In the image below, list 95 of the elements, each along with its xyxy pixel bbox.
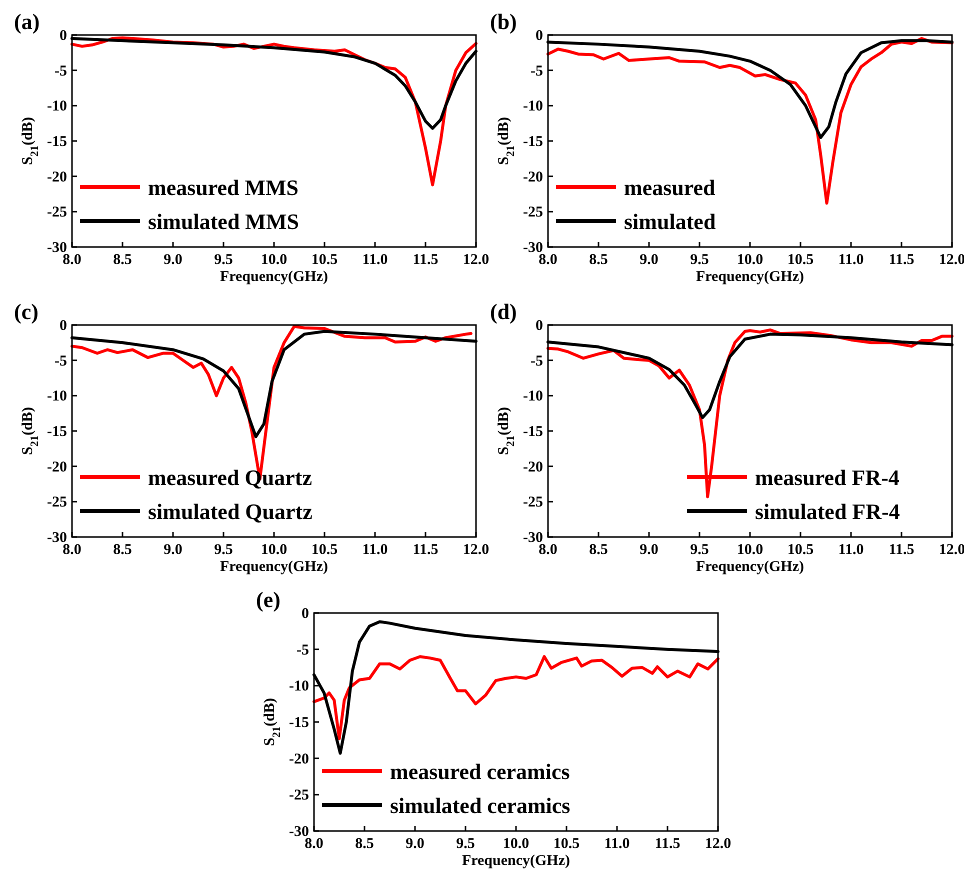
legend-label: measured: [624, 175, 716, 200]
y-tick-label: -20: [47, 169, 67, 186]
x-tick-label: 9.0: [164, 252, 182, 268]
x-tick-label: 10.5: [787, 542, 814, 558]
y-tick-label: -15: [47, 424, 67, 440]
x-tick-label: 9.5: [214, 542, 233, 558]
y-tick-label: -10: [289, 678, 309, 695]
legend-label: simulated MMS: [148, 209, 299, 234]
legend-label: measured FR-4: [755, 465, 900, 490]
x-tick-label: 9.0: [640, 252, 658, 268]
line-series: [312, 655, 720, 740]
x-tick-label: 11.5: [412, 542, 438, 558]
chart-title: (e): [256, 587, 280, 612]
line-series: [546, 37, 954, 205]
y-tick-label: -15: [47, 134, 67, 150]
y-tick-label: -25: [289, 788, 309, 804]
x-tick-label: 9.0: [164, 542, 182, 558]
y-tick-label: -10: [523, 388, 543, 405]
y-tick-label: -5: [296, 642, 309, 658]
x-tick-label: 9.5: [214, 252, 233, 268]
x-tick-label: 8.5: [113, 252, 132, 268]
y-tick-label: -20: [523, 169, 543, 186]
x-tick-label: 10.5: [787, 252, 814, 268]
x-tick-label: 8.5: [355, 836, 374, 852]
x-tick-label: 8.0: [538, 252, 558, 268]
legend-label: measured ceramics: [390, 759, 570, 784]
chart-title: (c): [14, 299, 38, 324]
y-tick-label: -15: [523, 134, 543, 150]
y-tick-label: -15: [523, 424, 543, 440]
x-tick-label: 9.0: [640, 542, 658, 558]
x-tick-label: 10.5: [553, 836, 580, 852]
y-tick-label: 0: [536, 318, 543, 334]
x-axis-title: Frequency(GHz): [462, 853, 570, 869]
x-tick-label: 11.0: [362, 252, 388, 268]
x-tick-label: 11.0: [838, 252, 864, 268]
x-tick-label: 9.5: [456, 836, 475, 852]
x-tick-label: 8.0: [304, 836, 324, 852]
x-axis-title: Frequency(GHz): [696, 559, 804, 575]
legend-label: simulated ceramics: [390, 793, 571, 818]
y-tick-label: -25: [523, 494, 543, 511]
y-tick-label: -20: [47, 459, 67, 476]
y-tick-label: -25: [523, 204, 543, 221]
x-axis-title: Frequency(GHz): [696, 269, 804, 285]
x-tick-label: 10.5: [311, 252, 338, 268]
x-tick-label: 9.5: [690, 252, 709, 268]
legend-label: measured MMS: [148, 175, 299, 200]
y-tick-label: -5: [530, 353, 543, 370]
x-tick-label: 8.5: [589, 252, 608, 268]
y-tick-label: -10: [47, 388, 67, 405]
x-tick-label: 11.0: [838, 542, 864, 558]
x-tick-label: 8.5: [113, 542, 132, 558]
x-tick-label: 12.0: [462, 252, 490, 268]
x-tick-label: 10.0: [260, 542, 288, 558]
legend-label: simulated FR-4: [755, 499, 900, 524]
y-tick-label: -20: [289, 751, 309, 768]
legend-label: simulated Quartz: [148, 499, 313, 524]
y-tick-label: -5: [54, 353, 67, 370]
y-tick-label: -20: [523, 459, 543, 476]
y-tick-label: 0: [60, 28, 67, 44]
y-tick-label: 0: [60, 318, 67, 334]
chart-title: (d): [490, 299, 517, 324]
x-axis-title: Frequency(GHz): [220, 559, 328, 575]
x-tick-label: 11.5: [412, 252, 438, 268]
x-axis-title: Frequency(GHz): [220, 269, 328, 285]
x-tick-label: 10.0: [736, 542, 764, 558]
x-tick-label: 9.5: [690, 542, 709, 558]
y-tick-label: -25: [47, 204, 67, 221]
x-tick-label: 10.0: [502, 836, 530, 852]
legend-label: simulated: [624, 209, 716, 234]
x-tick-label: 11.5: [888, 542, 914, 558]
x-tick-label: 10.5: [311, 542, 338, 558]
chart-title: (a): [14, 9, 40, 34]
y-tick-label: -10: [523, 98, 543, 115]
x-tick-label: 11.0: [604, 836, 630, 852]
x-tick-label: 8.0: [62, 542, 82, 558]
y-tick-label: -25: [47, 494, 67, 511]
x-tick-label: 8.0: [538, 542, 558, 558]
x-tick-label: 10.0: [736, 252, 764, 268]
y-tick-label: 0: [536, 28, 543, 44]
x-tick-label: 12.0: [704, 836, 732, 852]
chart-title: (b): [490, 9, 517, 34]
x-tick-label: 8.0: [62, 252, 82, 268]
x-tick-label: 9.0: [406, 836, 424, 852]
x-tick-label: 11.5: [654, 836, 680, 852]
y-tick-label: 0: [302, 606, 309, 622]
y-tick-label: -5: [54, 63, 67, 80]
x-tick-label: 12.0: [462, 542, 490, 558]
y-tick-label: -15: [289, 715, 309, 731]
x-tick-label: 11.5: [888, 252, 914, 268]
x-tick-label: 10.0: [260, 252, 288, 268]
x-tick-label: 8.5: [589, 542, 608, 558]
legend-label: measured Quartz: [148, 465, 312, 490]
y-tick-label: -5: [530, 63, 543, 80]
x-tick-label: 11.0: [362, 542, 388, 558]
y-tick-label: -10: [47, 98, 67, 115]
